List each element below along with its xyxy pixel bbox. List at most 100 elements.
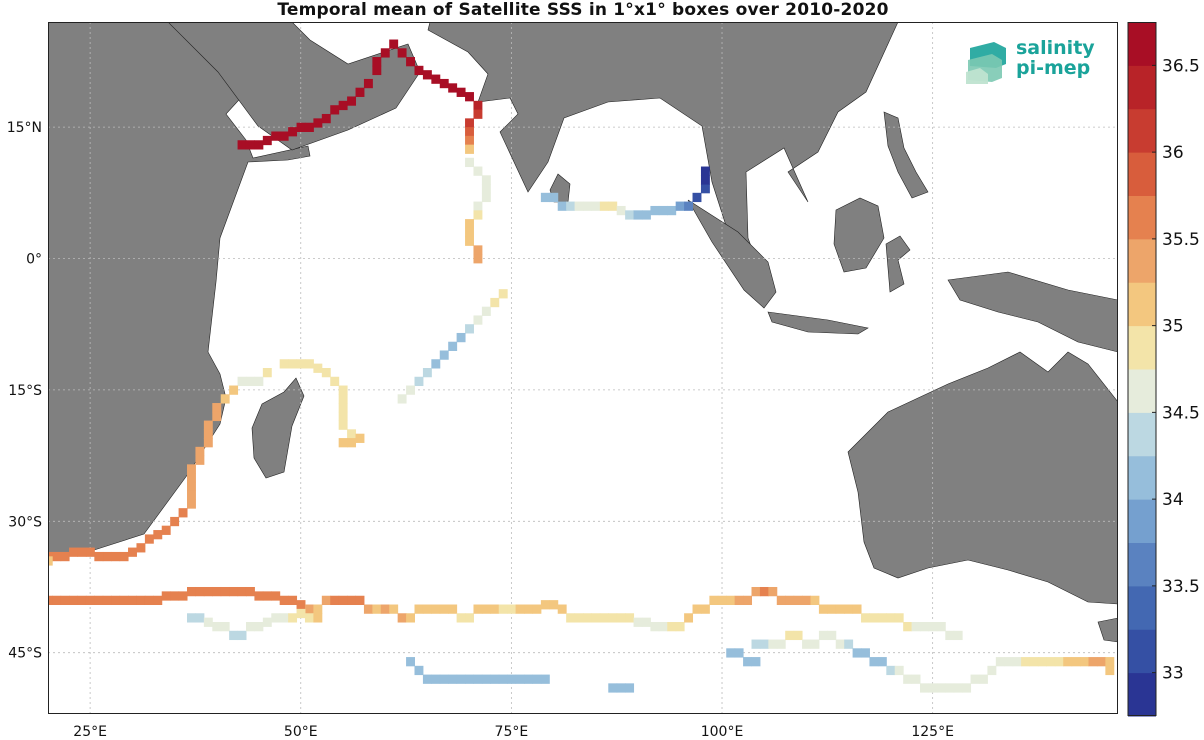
sss-cell bbox=[566, 613, 576, 623]
sss-cell bbox=[818, 604, 828, 614]
sss-cell bbox=[296, 600, 306, 610]
land-masses bbox=[48, 22, 1118, 643]
sss-cell bbox=[220, 394, 230, 404]
sss-cell bbox=[229, 630, 239, 641]
sss-cell bbox=[465, 157, 474, 168]
sss-cell bbox=[540, 600, 550, 610]
sss-cell bbox=[1096, 657, 1106, 667]
sss-cell bbox=[987, 665, 997, 676]
sss-cell bbox=[161, 591, 171, 601]
sss-cell bbox=[928, 683, 938, 693]
sss-cell bbox=[641, 617, 651, 627]
sss-cell bbox=[1021, 657, 1031, 667]
sss-cell bbox=[262, 135, 272, 146]
sss-cell bbox=[583, 201, 592, 211]
sss-cell bbox=[591, 201, 601, 211]
sss-cell bbox=[262, 617, 272, 627]
sss-cell bbox=[1037, 657, 1047, 667]
colorbar-segment bbox=[1128, 238, 1156, 283]
sss-cell bbox=[877, 657, 887, 667]
sss-cell bbox=[861, 613, 870, 623]
sss-cell bbox=[734, 595, 744, 606]
sss-cell bbox=[372, 65, 382, 76]
sss-cell bbox=[439, 604, 449, 614]
sss-cell bbox=[743, 595, 753, 606]
sss-cell bbox=[768, 586, 778, 597]
sss-cell bbox=[338, 420, 348, 430]
australia-landmass bbox=[847, 351, 1118, 605]
sss-cell bbox=[414, 376, 424, 387]
y-tick-label: 15°N bbox=[7, 120, 42, 136]
sss-cell bbox=[355, 595, 365, 606]
sss-cell bbox=[161, 525, 171, 535]
x-tick-label: 50°E bbox=[284, 724, 318, 740]
x-tick-label: 75°E bbox=[495, 724, 529, 740]
java-landmass bbox=[767, 311, 869, 335]
sss-cell bbox=[549, 600, 559, 610]
sss-cell bbox=[540, 674, 550, 684]
sss-cell bbox=[212, 586, 222, 597]
sss-cell bbox=[279, 131, 289, 141]
africa-landmass bbox=[48, 22, 311, 555]
sss-cell bbox=[540, 192, 550, 203]
colorbar-tick-label: 33.5 bbox=[1162, 577, 1200, 597]
sss-cell bbox=[321, 113, 331, 124]
sss-cell bbox=[658, 205, 668, 216]
salinity-map bbox=[48, 22, 1118, 714]
sss-cell bbox=[178, 508, 188, 518]
sss-cell bbox=[970, 674, 980, 684]
colorbar-segment bbox=[1128, 412, 1156, 457]
sss-cell bbox=[835, 604, 845, 614]
sss-cell bbox=[304, 604, 314, 614]
sss-cell bbox=[473, 245, 483, 255]
sss-cell bbox=[692, 604, 702, 614]
sss-cell bbox=[658, 622, 668, 632]
sss-cell bbox=[1046, 657, 1056, 667]
sss-cell bbox=[431, 604, 441, 614]
sss-cell bbox=[465, 236, 474, 246]
sss-cell bbox=[481, 192, 491, 203]
tasmania-landmass bbox=[1097, 617, 1118, 643]
sss-cell bbox=[422, 70, 432, 80]
sss-cell bbox=[473, 166, 483, 176]
sss-cell bbox=[144, 595, 154, 606]
sss-cell bbox=[574, 613, 584, 623]
sss-cell bbox=[363, 78, 373, 89]
sss-cell bbox=[304, 359, 314, 369]
sss-cell bbox=[330, 105, 340, 115]
sss-cell bbox=[861, 648, 870, 658]
colorbar-segment bbox=[1128, 499, 1156, 543]
sss-cell bbox=[52, 551, 62, 562]
sss-cell bbox=[288, 613, 298, 623]
sss-cell bbox=[296, 359, 306, 369]
sss-cell bbox=[1004, 657, 1014, 667]
sss-cell bbox=[684, 613, 694, 623]
sss-cell bbox=[852, 648, 862, 658]
sss-cell bbox=[641, 210, 651, 220]
sss-cell bbox=[498, 289, 508, 299]
sss-cell bbox=[473, 604, 483, 614]
sss-cell bbox=[844, 639, 854, 649]
sss-cell bbox=[481, 175, 491, 185]
x-tick-label: 25°E bbox=[73, 724, 107, 740]
sss-cell bbox=[1012, 657, 1022, 667]
sss-cell bbox=[515, 604, 525, 614]
sss-cell bbox=[85, 595, 95, 606]
sss-cell bbox=[431, 674, 441, 684]
sss-cell bbox=[229, 385, 239, 395]
sss-cell bbox=[48, 556, 53, 566]
philippines-landmass bbox=[883, 111, 929, 199]
sss-cell bbox=[1080, 657, 1090, 667]
sss-cell bbox=[338, 394, 348, 404]
sss-cell bbox=[60, 551, 70, 562]
sss-cell bbox=[279, 595, 289, 606]
sss-cell bbox=[835, 639, 845, 649]
sss-cell bbox=[1105, 657, 1115, 667]
sss-cell bbox=[473, 109, 483, 119]
sss-cell bbox=[675, 201, 685, 211]
sss-cell bbox=[77, 595, 87, 606]
sss-cell bbox=[389, 604, 399, 614]
sss-cell bbox=[111, 551, 121, 562]
sss-cell bbox=[347, 429, 357, 439]
sss-cell bbox=[262, 591, 272, 601]
